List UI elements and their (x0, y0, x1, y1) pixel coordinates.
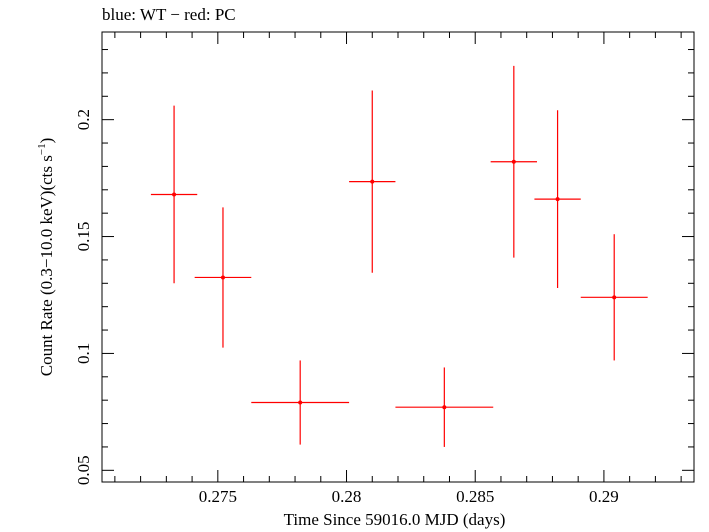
point-marker (555, 197, 560, 202)
x-tick-label: 0.275 (199, 487, 237, 506)
point-marker (172, 192, 177, 197)
data-point (150, 105, 198, 284)
point-marker (370, 179, 375, 184)
point-marker (511, 159, 516, 164)
y-axis-label-close: ) (37, 138, 56, 144)
x-tick-label: 0.28 (332, 487, 362, 506)
data-point (395, 367, 494, 447)
data-point (349, 90, 396, 273)
point-marker (442, 405, 447, 410)
point-marker (220, 275, 225, 280)
y-tick-label: 0.05 (74, 455, 93, 485)
data-point (251, 360, 350, 445)
x-tick-label: 0.285 (456, 487, 494, 506)
x-axis-label: Time Since 59016.0 MJD (days) (283, 510, 506, 529)
data-point (194, 207, 252, 348)
data-point (580, 234, 648, 361)
point-marker (298, 400, 303, 405)
y-axis-label-main: Count Rate (0.3−10.0 keV)(cts s (37, 155, 56, 376)
data-point (534, 110, 581, 288)
x-tick-label: 0.29 (589, 487, 619, 506)
point-marker (612, 295, 617, 300)
data-point (490, 65, 537, 258)
y-tick-label: 0.1 (74, 343, 93, 364)
y-tick-label: 0.2 (74, 109, 93, 130)
y-axis-label: Count Rate (0.3−10.0 keV)(cts s−1) (36, 138, 56, 377)
chart-title: blue: WT − red: PC (102, 5, 236, 24)
y-axis-label-sup: −1 (36, 143, 48, 155)
plot-frame (101, 31, 695, 483)
y-tick-label: 0.15 (74, 222, 93, 252)
